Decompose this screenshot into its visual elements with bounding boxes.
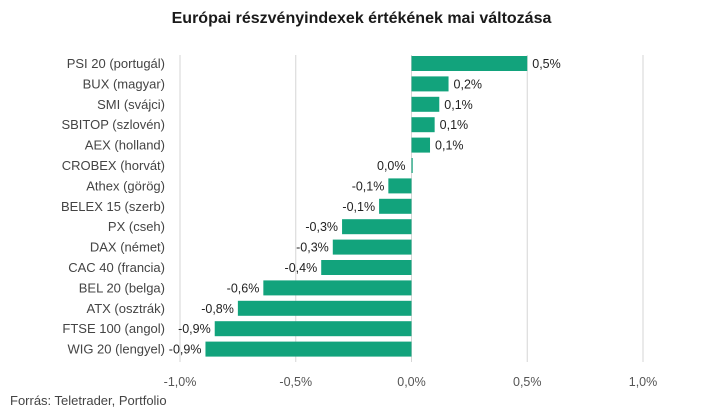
category-label: Athex (görög) — [86, 178, 165, 193]
category-label: PSI 20 (portugál) — [67, 56, 165, 71]
value-label: 0,0% — [377, 159, 406, 173]
bar — [411, 158, 413, 173]
value-label: -0,6% — [227, 281, 260, 295]
value-label: -0,3% — [296, 241, 329, 255]
x-axis-tick-labels: -1,0% -0,5% 0,0% 0,5% 1,0% — [164, 375, 658, 389]
value-label: 0,5% — [532, 57, 561, 71]
bars — [205, 56, 528, 357]
category-label: FTSE 100 (angol) — [62, 321, 165, 336]
value-label: 0,2% — [454, 77, 483, 91]
category-label: BEL 20 (belga) — [79, 280, 165, 295]
bar — [332, 239, 412, 255]
category-label: PX (cseh) — [108, 219, 165, 234]
bar — [263, 280, 412, 296]
value-label: 0,1% — [435, 139, 464, 153]
bar — [205, 341, 412, 357]
category-labels: PSI 20 (portugál) BUX (magyar) SMI (svájci… — [61, 56, 165, 357]
category-label: CAC 40 (francia) — [68, 260, 165, 275]
bar — [411, 56, 528, 71]
bar — [321, 260, 412, 275]
category-label: WIG 20 (lengyel) — [67, 342, 165, 357]
category-label: ATX (osztrák) — [87, 301, 166, 316]
bar — [411, 96, 440, 112]
bar — [214, 321, 412, 337]
bar — [388, 178, 412, 194]
source-note: Forrás: Teletrader, Portfolio — [10, 393, 167, 408]
category-label: BELEX 15 (szerb) — [61, 199, 165, 214]
value-label: -0,4% — [285, 261, 318, 275]
category-label: SBITOP (szlovén) — [61, 117, 165, 132]
bar — [342, 219, 412, 235]
bar — [411, 137, 431, 153]
value-label: 0,1% — [444, 98, 473, 112]
x-tick-label: 0,5% — [513, 375, 542, 389]
category-label: AEX (holland) — [85, 138, 165, 153]
value-label: -0,8% — [201, 302, 234, 316]
category-label: DAX (német) — [90, 240, 165, 255]
value-label: 0,1% — [440, 118, 469, 132]
category-label: BUX (magyar) — [83, 76, 165, 91]
chart-title: Európai részvényindexek értékének mai vá… — [171, 10, 552, 27]
x-tick-label: -1,0% — [164, 375, 197, 389]
value-label: -0,9% — [169, 343, 202, 357]
value-label: -0,1% — [342, 200, 375, 214]
value-label: -0,3% — [305, 220, 338, 234]
value-label: -0,9% — [178, 322, 211, 336]
value-labels: 0,5% 0,2% 0,1% 0,1% 0,1% 0,0% -0,1% -0,1% -0,3% -… — [169, 57, 561, 357]
x-tick-label: -0,5% — [279, 375, 312, 389]
bar — [411, 117, 435, 133]
bar — [237, 300, 412, 316]
value-label: -0,1% — [352, 179, 385, 193]
x-tick-label: 0,0% — [397, 375, 426, 389]
bar — [411, 76, 449, 92]
category-label: SMI (svájci) — [97, 97, 165, 112]
x-tick-label: 1,0% — [629, 375, 658, 389]
category-label: CROBEX (horvát) — [62, 158, 165, 173]
bar — [379, 198, 412, 214]
